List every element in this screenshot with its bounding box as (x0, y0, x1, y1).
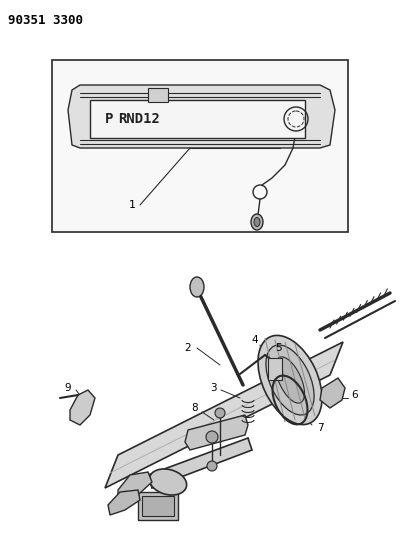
Polygon shape (68, 85, 335, 148)
Text: 2: 2 (185, 343, 191, 353)
Text: P: P (105, 112, 113, 126)
Text: RND12: RND12 (118, 112, 160, 126)
Text: 7: 7 (317, 423, 323, 433)
Ellipse shape (149, 469, 186, 495)
Polygon shape (320, 378, 345, 408)
Circle shape (215, 408, 225, 418)
Polygon shape (105, 342, 343, 488)
Circle shape (207, 461, 217, 471)
Ellipse shape (258, 335, 322, 425)
Ellipse shape (251, 214, 263, 230)
Bar (268, 358, 282, 380)
Text: 9: 9 (65, 383, 71, 393)
Polygon shape (148, 438, 252, 488)
Bar (142, 496, 174, 516)
Text: 8: 8 (192, 403, 198, 413)
Bar (52, 60, 348, 232)
Text: 6: 6 (352, 390, 358, 400)
Polygon shape (108, 490, 140, 515)
Ellipse shape (254, 217, 260, 227)
Text: 5: 5 (275, 343, 282, 353)
Polygon shape (70, 390, 95, 425)
Text: 3: 3 (210, 383, 216, 393)
Bar (138, 492, 178, 520)
Ellipse shape (190, 277, 204, 297)
Text: 90351 3300: 90351 3300 (8, 14, 83, 27)
Bar (148, 88, 168, 102)
Bar (90, 100, 305, 138)
Text: 4: 4 (252, 335, 258, 345)
Ellipse shape (275, 357, 304, 403)
Text: 1: 1 (128, 200, 136, 210)
Polygon shape (185, 415, 248, 450)
Ellipse shape (266, 345, 314, 415)
Circle shape (206, 431, 218, 443)
Polygon shape (118, 472, 152, 498)
